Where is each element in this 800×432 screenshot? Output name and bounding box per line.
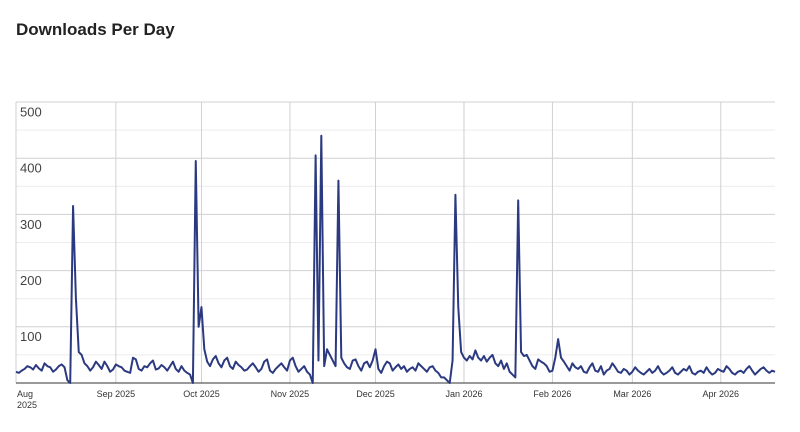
x-tick-label: Jan 2026 bbox=[445, 389, 483, 399]
x-tick-label: Apr 2026 bbox=[702, 389, 740, 399]
x-tick-label: Aug 2025 bbox=[17, 389, 38, 410]
x-tick-label: Dec 2025 bbox=[356, 389, 395, 399]
x-tick-label: Mar 2026 bbox=[613, 389, 652, 399]
data-line bbox=[15, 134, 776, 384]
x-tick-label: Feb 2026 bbox=[533, 389, 572, 399]
y-tick-label: 400 bbox=[20, 161, 42, 176]
x-tick-label: Oct 2025 bbox=[183, 389, 220, 399]
y-tick-label: 200 bbox=[20, 273, 42, 288]
y-tick-label: 500 bbox=[20, 104, 42, 119]
x-tick-label: Sep 2025 bbox=[96, 389, 136, 399]
y-tick-label: 100 bbox=[20, 329, 42, 344]
chart-title: Downloads Per Day bbox=[16, 20, 175, 39]
x-tick-label: Nov 2025 bbox=[270, 389, 310, 399]
y-tick-label: 300 bbox=[20, 217, 42, 232]
